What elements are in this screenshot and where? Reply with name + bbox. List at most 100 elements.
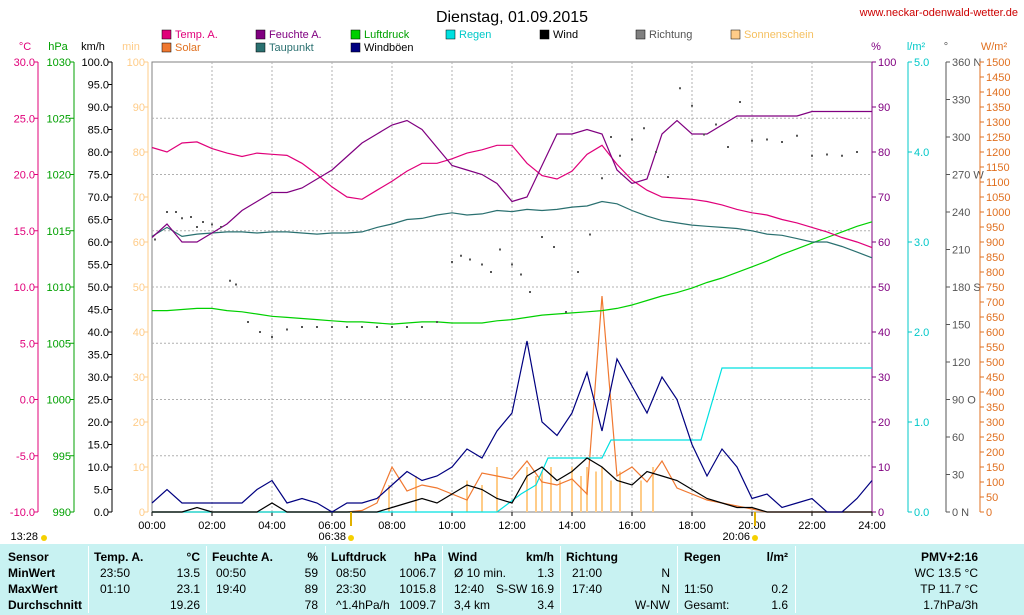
table-cell: 1.6 xyxy=(771,598,788,612)
tick-label-pressure: 995 xyxy=(53,451,71,463)
tick-label-wind: 50.0 xyxy=(88,282,109,294)
tick-label-humidity: 100 xyxy=(878,57,896,69)
table-cell: 0.2 xyxy=(771,582,788,596)
direction-point xyxy=(553,246,555,248)
direction-point xyxy=(229,279,231,282)
table-cell: 01:10 xyxy=(100,582,131,596)
tick-label-pressure: 1000 xyxy=(47,395,71,407)
series-line-luftdruck xyxy=(152,221,873,325)
x-axis-label: 24:00 xyxy=(858,520,886,532)
tick-label-solar: 750 xyxy=(986,282,1004,294)
table-cell: ^1.4hPa/h xyxy=(336,598,390,612)
table-cell: Gesamt: xyxy=(684,598,730,612)
table-header: km/h xyxy=(525,550,554,564)
direction-point xyxy=(286,328,288,331)
direction-point xyxy=(376,326,378,328)
direction-point xyxy=(361,326,363,328)
tick-label-solar: 1300 xyxy=(986,117,1010,129)
sunshine-bar xyxy=(601,467,603,512)
tick-label-sunshine: 70 xyxy=(133,192,145,204)
table-cell: 78 xyxy=(304,598,318,612)
direction-point xyxy=(391,326,393,328)
x-axis-label: 22:00 xyxy=(798,520,826,532)
sunshine-bar xyxy=(580,476,582,512)
tick-label-direction: 0 N xyxy=(952,507,969,519)
tick-label-wind: 85.0 xyxy=(88,125,109,137)
direction-point xyxy=(220,226,222,228)
sunshine-bar xyxy=(496,467,498,512)
sunshine-bar xyxy=(640,480,642,512)
table-row-label: MinWert xyxy=(8,566,56,580)
table-cell: 1.7hPa/3h xyxy=(923,598,978,612)
tick-label-wind: 60.0 xyxy=(88,237,109,249)
tick-label-wind: 100.0 xyxy=(81,57,109,69)
tick-label-rain: 3.0 xyxy=(914,237,929,249)
tick-label-rain: 1.0 xyxy=(914,417,929,429)
direction-point xyxy=(520,273,522,276)
direction-point xyxy=(235,283,237,286)
legend-label: Regen xyxy=(459,29,491,41)
tick-label-solar: 350 xyxy=(986,402,1004,414)
sunshine-bar xyxy=(610,480,612,512)
legend-swatch xyxy=(730,29,741,40)
sun-time-sunset: 20:06 xyxy=(722,531,750,543)
tick-label-temp: 5.0 xyxy=(20,338,35,350)
table-cell: W-NW xyxy=(634,598,670,612)
direction-point xyxy=(301,326,303,328)
table-divider xyxy=(325,546,326,613)
sunshine-bar xyxy=(481,485,483,512)
tick-label-wind: 55.0 xyxy=(88,260,109,272)
legend-swatch xyxy=(161,29,172,40)
direction-point xyxy=(421,326,423,328)
tick-label-direction: 90 O xyxy=(952,395,976,407)
table-header: PMV+2:16 xyxy=(920,550,978,564)
tick-label-direction: 120 xyxy=(952,357,970,369)
tick-label-sunshine: 40 xyxy=(133,327,145,339)
legend: Temp. A. Feuchte A. Luftdruck Regen Wind Rich… xyxy=(161,29,814,54)
tick-label-humidity: 20 xyxy=(878,417,890,429)
direction-point xyxy=(271,336,273,338)
website-link[interactable]: www.neckar-odenwald-wetter.de xyxy=(859,7,1018,19)
tick-label-pressure: 1015 xyxy=(47,226,71,238)
table-row-label: Durchschnitt xyxy=(8,598,83,612)
tick-label-wind: 20.0 xyxy=(88,417,109,429)
moon-icon xyxy=(41,535,47,541)
table-header: Feuchte A. xyxy=(212,550,273,564)
tick-label-solar: 1400 xyxy=(986,87,1010,99)
tick-label-wind: 65.0 xyxy=(88,215,109,227)
tick-label-sunshine: 0 xyxy=(139,507,145,519)
table-cell: 59 xyxy=(304,566,318,580)
tick-label-wind: 45.0 xyxy=(88,305,109,317)
tick-label-solar: 1500 xyxy=(986,57,1010,69)
tick-label-pressure: 1030 xyxy=(47,57,71,69)
table-cell: 23:50 xyxy=(100,566,131,580)
tick-label-wind: 40.0 xyxy=(88,327,109,339)
direction-point xyxy=(691,104,693,107)
tick-label-temp: -10.0 xyxy=(10,507,35,519)
tick-label-wind: 80.0 xyxy=(88,147,109,159)
x-axis-label: 18:00 xyxy=(678,520,706,532)
tick-label-temp: 15.0 xyxy=(14,226,35,238)
tick-label-rain: 2.0 xyxy=(914,327,929,339)
direction-point xyxy=(715,123,717,126)
direction-point xyxy=(703,133,705,136)
tick-label-solar: 1250 xyxy=(986,132,1010,144)
tick-label-solar: 250 xyxy=(986,432,1004,444)
legend-label: Taupunkt xyxy=(269,42,314,54)
tick-label-solar: 1450 xyxy=(986,72,1010,84)
tick-label-solar: 850 xyxy=(986,252,1004,264)
tick-label-pressure: 1020 xyxy=(47,170,71,182)
tick-label-solar: 900 xyxy=(986,237,1004,249)
tick-label-solar: 800 xyxy=(986,267,1004,279)
tick-label-direction: 30 xyxy=(952,470,964,482)
table-divider xyxy=(206,546,207,613)
series-line-windb-en xyxy=(151,340,873,513)
tick-label-sunshine: 60 xyxy=(133,237,145,249)
tick-label-direction: 210 xyxy=(952,245,970,257)
legend-label: Windböen xyxy=(364,42,414,54)
table-header: Regen xyxy=(684,550,721,564)
axis-unit-solar: W/m² xyxy=(981,41,1008,53)
legend-swatch xyxy=(445,29,456,40)
direction-point xyxy=(460,254,462,257)
table-cell: 1009.7 xyxy=(399,598,436,612)
